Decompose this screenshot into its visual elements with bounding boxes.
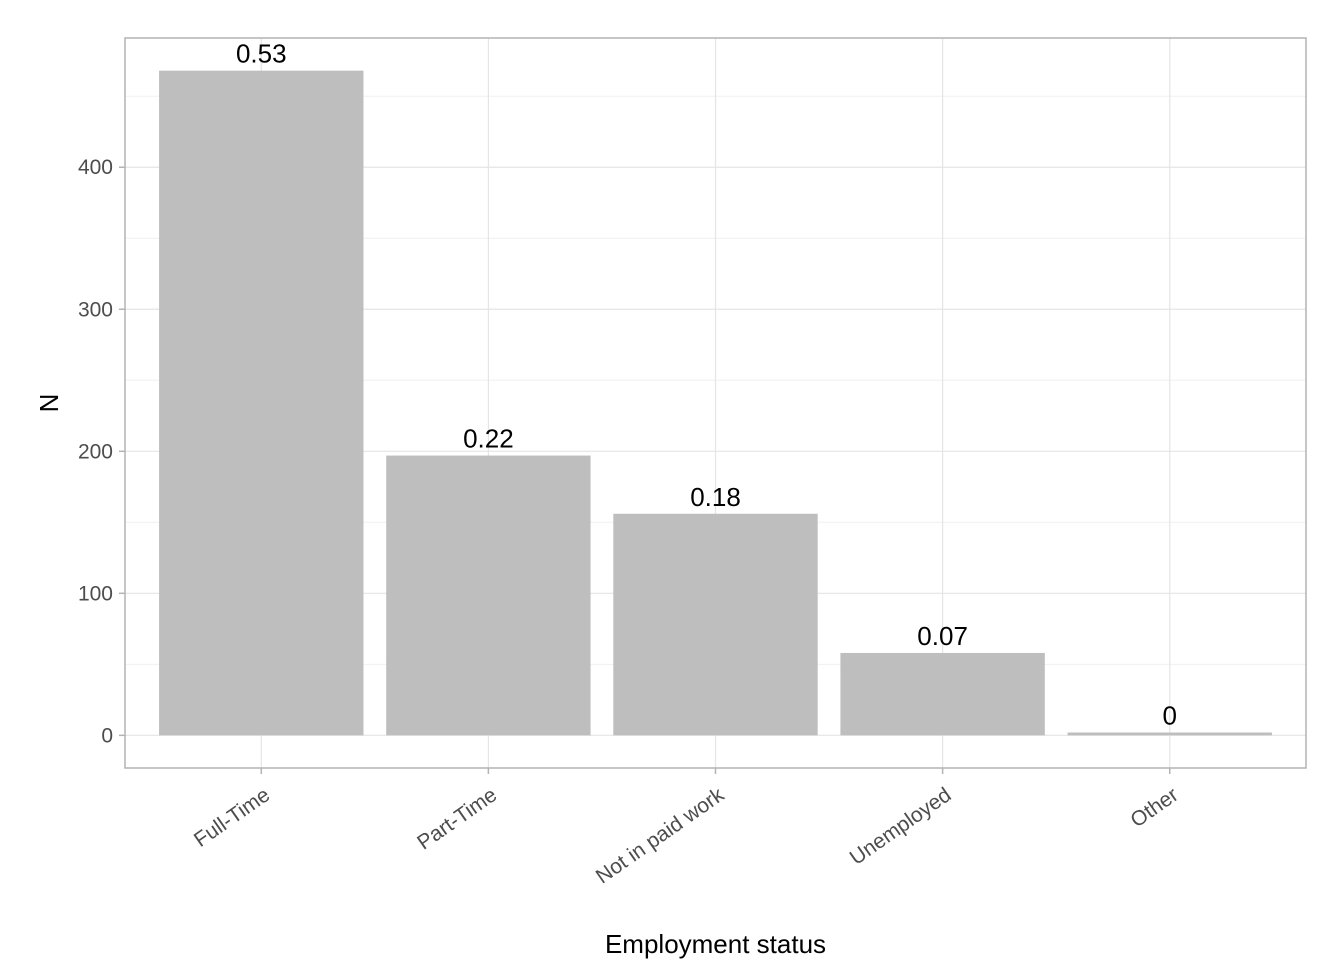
x-tick-label: Not in paid work: [592, 783, 729, 888]
x-axis-title: Employment status: [605, 929, 826, 959]
y-axis: 0 100 200 300 400: [78, 156, 125, 747]
bar: [159, 70, 364, 736]
y-tick-label: 0: [101, 724, 113, 747]
bar: [1067, 732, 1272, 736]
x-tick-label: Full-Time: [190, 783, 274, 852]
bar: [840, 652, 1045, 736]
bar-value-label: 0.22: [463, 424, 514, 454]
bar-value-label: 0.18: [690, 482, 741, 512]
x-axis: Full-Time Part-Time Not in paid work Unempl…: [190, 768, 1183, 888]
bar: [613, 513, 818, 736]
bar-value-label: 0: [1162, 700, 1176, 730]
y-tick-label: 400: [78, 156, 113, 179]
x-tick-label: Part-Time: [413, 783, 501, 854]
y-tick-label: 300: [78, 298, 113, 321]
bars: [159, 70, 1272, 736]
bar-value-label: 0.07: [917, 621, 968, 651]
y-tick-label: 200: [78, 440, 113, 463]
bar-value-label: 0.53: [236, 39, 287, 69]
y-axis-title: N: [34, 394, 64, 413]
y-tick-label: 100: [78, 582, 113, 605]
x-tick-label: Other: [1126, 783, 1182, 832]
bar: [386, 455, 591, 736]
panel-border: [124, 37, 1307, 769]
x-tick-label: Unemployed: [846, 783, 956, 869]
bar-value-labels: 0.53 0.22 0.18 0.07 0: [236, 39, 1177, 731]
